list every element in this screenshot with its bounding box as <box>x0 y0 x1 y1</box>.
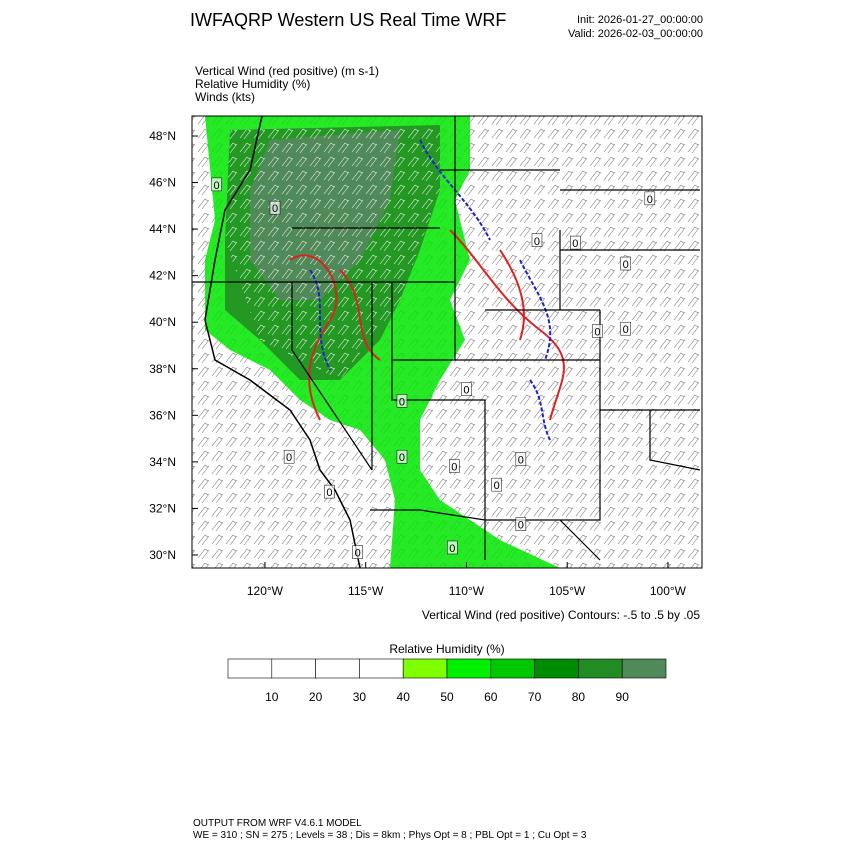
colorbar-tick-label: 90 <box>616 690 630 704</box>
colorbar: 10 20 30 40 50 60 70 80 90 <box>227 658 667 704</box>
contour-label: 0 <box>449 543 455 555</box>
map-frame <box>191 115 703 569</box>
contour-label-box <box>211 177 222 192</box>
contour-label: 0 <box>355 548 361 560</box>
colorbar-tick-label: 40 <box>397 690 411 704</box>
y-tick-label: 32°N <box>149 501 176 515</box>
y-tick-label: 46°N <box>149 176 176 190</box>
contour-label-box <box>352 545 363 559</box>
contour-label: 0 <box>399 396 405 408</box>
y-tick-label: 36°N <box>149 408 176 422</box>
contour-label-box <box>620 321 631 336</box>
map-area <box>192 116 702 568</box>
contour-label: 0 <box>451 462 457 474</box>
coastline <box>204 116 361 568</box>
colorbar-tick-label: 20 <box>309 690 323 704</box>
x-tick-label: 100°W <box>650 584 687 598</box>
colorbar-tick-label: 30 <box>353 690 367 704</box>
contour-label-box <box>396 449 408 464</box>
contour-label: 0 <box>594 327 600 339</box>
colorbar-swatch <box>227 658 273 679</box>
field-labels: Vertical Wind (red positive) (m s-1)Rela… <box>195 64 379 104</box>
contour-label: 0 <box>623 259 629 271</box>
contour-label: 0 <box>518 520 524 532</box>
contour-label: 0 <box>534 236 540 248</box>
colorbar-swatch <box>446 658 492 679</box>
contour-label: 0 <box>572 238 578 250</box>
updraft-contour <box>289 229 565 421</box>
y-tick-label: 48°N <box>149 129 176 143</box>
y-tick-label: 38°N <box>149 362 176 376</box>
contour-label: 0 <box>214 180 220 192</box>
wind-barbs <box>225 125 440 380</box>
contour-label-box <box>620 256 631 271</box>
contour-note: Vertical Wind (red positive) Contours: -… <box>422 608 700 622</box>
contour-labels: 0 0 0 0 0 0 0 0 0 0 0 0 0 0 0 0 0 0 0 <box>211 177 656 560</box>
colorbar-swatch <box>490 658 535 679</box>
contour-label-box <box>396 394 408 408</box>
contour-label-box <box>515 517 527 531</box>
footer-line: OUTPUT FROM WRF V4.6.1 MODEL <box>193 818 362 829</box>
colorbar-tick-label: 50 <box>440 690 454 704</box>
y-tick-label: 40°N <box>149 315 176 329</box>
colorbar-tick-label: 70 <box>528 690 542 704</box>
y-tick-label: 34°N <box>149 455 176 469</box>
colorbar-tick-label: 10 <box>265 690 279 704</box>
y-tick-label: 42°N <box>149 269 176 283</box>
contour-label: 0 <box>326 487 332 499</box>
contour-label-box <box>644 191 656 206</box>
title: IWFAQRP Western US Real Time WRF <box>190 10 506 30</box>
contour-label: 0 <box>623 324 629 336</box>
contour-label-box <box>449 459 460 473</box>
contour-label-box <box>283 449 295 464</box>
contour-label-box <box>461 382 472 396</box>
contour-label: 0 <box>286 452 292 464</box>
contour-label-box <box>491 477 502 492</box>
field-label: Vertical Wind (red positive) (m s-1) <box>195 64 379 78</box>
contour-label-box <box>570 235 581 250</box>
contour-label-box <box>515 452 527 466</box>
contour-label-box <box>592 324 603 338</box>
state-borders <box>192 116 701 561</box>
map-ticks: 120°W 115°W 110°W 105°W 100°W 30°N 32°N 34°N 36°… <box>149 129 687 598</box>
colorbar-tick-label: 80 <box>572 690 586 704</box>
colorbar-swatch <box>402 658 448 679</box>
valid-time: Valid: 2026-02-03_00:00:00 <box>568 28 703 40</box>
contour-label: 0 <box>494 480 500 492</box>
colorbar-swatch <box>359 658 404 679</box>
y-tick-label: 44°N <box>149 222 176 236</box>
colorbar-tick-label: 60 <box>484 690 498 704</box>
field-label: Relative Humidity (%) <box>195 77 310 91</box>
x-tick-label: 105°W <box>549 584 586 598</box>
init-time: Init: 2026-01-27_00:00:00 <box>577 14 703 26</box>
colorbar-title: Relative Humidity (%) <box>389 642 504 656</box>
footer-line: WE = 310 ; SN = 275 ; Levels = 38 ; Dis … <box>193 830 587 841</box>
x-tick-label: 115°W <box>348 584 384 598</box>
colorbar-swatch <box>621 658 667 679</box>
contour-label-box <box>324 484 335 499</box>
contour-label: 0 <box>399 452 405 464</box>
y-tick-label: 30°N <box>149 548 176 562</box>
colorbar-swatch <box>271 658 316 679</box>
field-label: Winds (kts) <box>195 90 255 104</box>
contour-label: 0 <box>518 455 524 467</box>
x-tick-label: 120°W <box>247 584 284 598</box>
contour-label: 0 <box>647 194 653 206</box>
colorbar-swatch <box>578 658 623 679</box>
contour-label-box <box>531 233 543 248</box>
contour-label-box <box>269 200 281 215</box>
contour-label: 0 <box>463 385 469 397</box>
contour-label-box <box>447 540 458 555</box>
colorbar-swatch <box>534 658 579 679</box>
colorbar-swatch <box>315 658 360 679</box>
x-tick-label: 110°W <box>449 584 485 598</box>
contour-label: 0 <box>272 203 278 215</box>
